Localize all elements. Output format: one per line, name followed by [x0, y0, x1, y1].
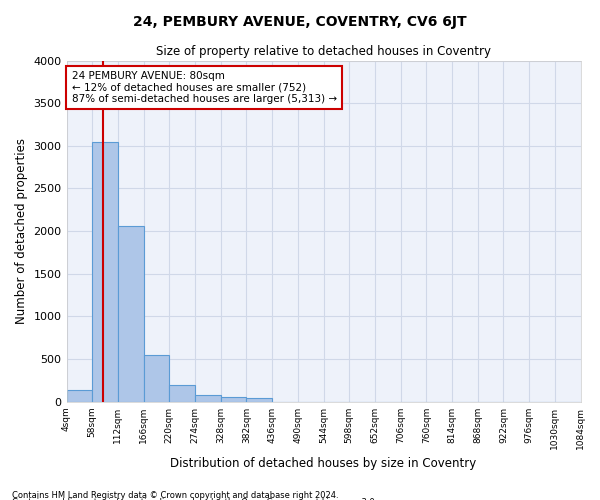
- X-axis label: Distribution of detached houses by size in Coventry: Distribution of detached houses by size …: [170, 457, 476, 470]
- Bar: [221, 397, 247, 402]
- Text: 24 PEMBURY AVENUE: 80sqm
← 12% of detached houses are smaller (752)
87% of semi-: 24 PEMBURY AVENUE: 80sqm ← 12% of detach…: [71, 71, 337, 104]
- Bar: [92, 142, 118, 402]
- Bar: [169, 384, 195, 402]
- Bar: [247, 398, 272, 402]
- Bar: [118, 226, 143, 402]
- Bar: [67, 390, 92, 402]
- Bar: [143, 355, 169, 402]
- Text: Contains HM Land Registry data © Crown copyright and database right 2024.: Contains HM Land Registry data © Crown c…: [12, 490, 338, 500]
- Text: Contains public sector information licensed under the Open Government Licence v3: Contains public sector information licen…: [12, 498, 377, 500]
- Y-axis label: Number of detached properties: Number of detached properties: [15, 138, 28, 324]
- Title: Size of property relative to detached houses in Coventry: Size of property relative to detached ho…: [156, 45, 491, 58]
- Text: 24, PEMBURY AVENUE, COVENTRY, CV6 6JT: 24, PEMBURY AVENUE, COVENTRY, CV6 6JT: [133, 15, 467, 29]
- Bar: [195, 395, 221, 402]
